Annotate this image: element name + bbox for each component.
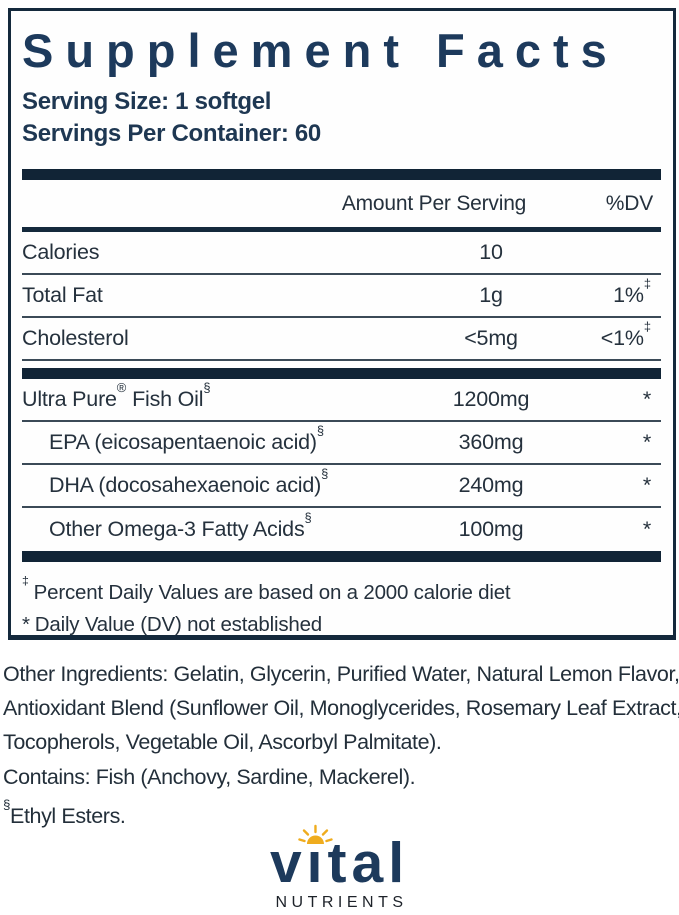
other-ingredients-line: Antioxidant Blend (Sunflower Oil, Monogl… — [3, 696, 679, 720]
nutrient-amount: 240mg — [458, 473, 524, 497]
nutrient-amount: 100mg — [458, 517, 524, 541]
section-marker: § — [321, 465, 329, 481]
section-marker: § — [316, 422, 325, 438]
nutrient-name: Other Omega-3 Fatty Acids§ — [22, 510, 391, 542]
thick-separator-bar — [22, 368, 661, 379]
column-header-amount: Amount Per Serving — [341, 191, 527, 215]
section-marker: § — [3, 797, 11, 813]
nutrient-name: Total Fat — [22, 283, 103, 307]
dv-footnote-marker: ‡ — [643, 275, 651, 291]
footnote-symbol: ‡ — [22, 573, 29, 588]
table-row-calories: Calories 10 — [22, 232, 661, 275]
logo-wordmark-text: vital — [269, 831, 410, 895]
note-text: Ethyl Esters. — [10, 804, 126, 829]
nutrient-name: EPA (eicosapentaenoic acid)§ — [22, 423, 391, 455]
nutrient-dv: 1%‡ — [591, 276, 661, 308]
logo-wordmark: vital — [269, 824, 410, 895]
nutrient-dv: * — [642, 473, 651, 497]
thick-separator-bar — [22, 169, 661, 180]
name-text: EPA (eicosapentaenoic acid) — [49, 430, 317, 455]
name-text: Fish Oil — [126, 387, 204, 412]
logo-subtext: NUTRIENTS — [275, 894, 408, 912]
nutrient-dv: * — [642, 387, 651, 411]
nutrient-dv: * — [642, 430, 651, 454]
nutrient-name: DHA (docosahexaenoic acid)§ — [22, 466, 391, 498]
nutrient-name: Ultra Pure® Fish Oil§ — [22, 380, 391, 412]
other-ingredients-line: Other Ingredients: Gelatin, Glycerin, Pu… — [3, 662, 679, 686]
section-marker: § — [304, 509, 312, 525]
footnote-symbol: * — [22, 612, 30, 636]
dv-footnote-marker: ‡ — [643, 318, 651, 334]
nutrient-name: Cholesterol — [22, 326, 129, 350]
table-row-total-fat: Total Fat 1g 1%‡ — [22, 275, 661, 318]
nutrient-name: Calories — [22, 240, 100, 264]
servings-per-container: Servings Per Container: 60 — [22, 120, 321, 147]
other-ingredients-line: Tocopherols, Vegetable Oil, Ascorbyl Pal… — [3, 730, 442, 754]
serving-size: Serving Size: 1 softgel — [22, 88, 272, 115]
additional-info: Other Ingredients: Gelatin, Glycerin, Pu… — [3, 657, 679, 833]
registered-mark: ® — [116, 379, 127, 395]
nutrient-amount: 1g — [479, 283, 503, 307]
table-row-cholesterol: Cholesterol <5mg <1%‡ — [22, 318, 661, 361]
thick-separator-bar — [22, 551, 661, 562]
table-row-fish-oil: Ultra Pure® Fish Oil§ 1200mg * — [22, 379, 661, 422]
nutrient-dv: * — [642, 517, 651, 541]
table-row-epa: EPA (eicosapentaenoic acid)§ 360mg * — [22, 422, 661, 465]
name-text: DHA (docosahexaenoic acid) — [49, 473, 322, 498]
nutrient-amount: 10 — [479, 240, 503, 264]
footnotes: ‡ Percent Daily Values are based on a 200… — [22, 571, 661, 641]
nutrient-amount: <5mg — [464, 326, 518, 350]
table-row-other-omega3: Other Omega-3 Fatty Acids§ 100mg * — [22, 508, 661, 551]
footnote-text: Daily Value (DV) not established — [34, 612, 322, 636]
supplement-facts-panel: Supplement Facts Serving Size: 1 softgel… — [8, 8, 676, 640]
table-header-row: Amount Per Serving %DV — [22, 180, 661, 232]
section-marker: § — [203, 379, 211, 395]
footnote-text: Percent Daily Values are based on a 2000… — [33, 580, 511, 604]
contains-statement: Contains: Fish (Anchovy, Sardine, Macker… — [3, 765, 416, 789]
nutrient-amount: 1200mg — [452, 387, 530, 411]
sun-icon — [297, 824, 333, 847]
brand-logo: vital NUTRIENTS — [269, 824, 410, 912]
dv-value: 1% — [613, 283, 644, 308]
table-row-dha: DHA (docosahexaenoic acid)§ 240mg * — [22, 465, 661, 508]
name-text: Ultra Pure — [22, 387, 117, 412]
footnote-dv-not-established: * Daily Value (DV) not established — [22, 609, 661, 641]
nutrient-amount: 360mg — [458, 430, 524, 454]
footnote-daily-values: ‡ Percent Daily Values are based on a 200… — [22, 571, 661, 609]
nutrient-dv: <1%‡ — [591, 319, 661, 351]
dv-value: <1% — [600, 326, 644, 351]
panel-title: Supplement Facts — [22, 24, 619, 77]
name-text: Other Omega-3 Fatty Acids — [49, 517, 305, 542]
ethyl-esters-note: §Ethyl Esters. — [3, 794, 677, 833]
column-header-dv: %DV — [605, 191, 653, 215]
